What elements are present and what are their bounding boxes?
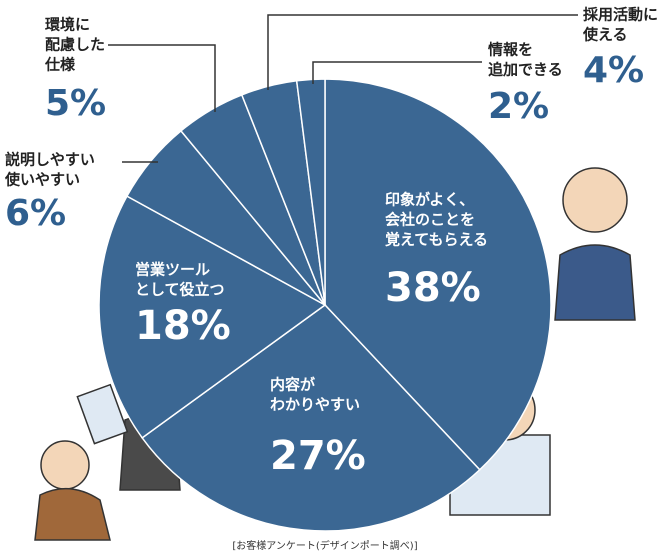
category-label: 印象がよく、 <box>385 191 474 209</box>
leader-line <box>267 14 578 90</box>
value-label: 38% <box>385 265 481 311</box>
category-label: 環境に <box>45 16 90 34</box>
category-label: わかりやすい <box>270 396 360 414</box>
leader-line <box>312 61 482 84</box>
leader-line <box>108 44 216 112</box>
category-label: 会社のことを <box>385 211 475 229</box>
category-label: 覚えてもらえる <box>385 231 488 249</box>
category-label: 営業ツール <box>135 261 210 279</box>
category-label: 使いやすい <box>4 171 80 189</box>
value-label: 6% <box>5 193 66 234</box>
category-label: 内容が <box>270 376 316 394</box>
value-label: 27% <box>270 433 366 479</box>
category-label: 仕様 <box>44 56 76 74</box>
category-label: 採用活動に <box>583 6 658 24</box>
slice <box>295 78 326 306</box>
category-label: 情報を <box>488 41 533 59</box>
slice <box>141 304 481 532</box>
value-label: 2% <box>488 86 549 127</box>
category-label: 使える <box>582 26 628 44</box>
category-label: 説明しやすい <box>5 151 95 169</box>
value-label: 4% <box>583 50 644 91</box>
slice <box>324 78 552 471</box>
pie <box>98 78 552 532</box>
category-label: 追加できる <box>488 61 563 79</box>
category-label: として役立つ <box>135 281 225 299</box>
value-label: 18% <box>135 303 231 349</box>
value-label: 5% <box>45 83 106 124</box>
source: [お客様アンケート(デザインポート調べ)] <box>232 539 417 552</box>
category-label: 配慮した <box>45 36 105 54</box>
slice <box>98 195 327 439</box>
